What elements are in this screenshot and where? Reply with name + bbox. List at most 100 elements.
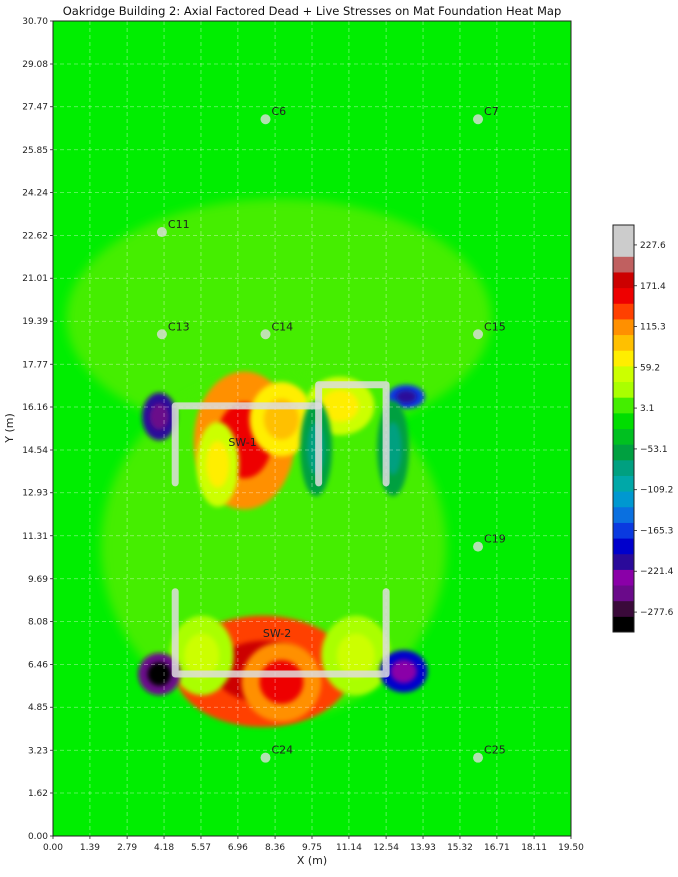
- chart-title: Oakridge Building 2: Axial Factored Dead…: [63, 4, 562, 18]
- column-label: C13: [168, 320, 190, 333]
- colorbar-swatch: [613, 600, 634, 617]
- y-tick-label: 4.85: [28, 703, 48, 713]
- shear-walls: SW-1 SW-2: [171, 381, 390, 678]
- x-tick-label: 0.00: [43, 843, 63, 853]
- column-label: C24: [272, 744, 294, 757]
- shear-wall-label: SW-1: [228, 436, 256, 449]
- x-tick-label: 1.39: [80, 843, 100, 853]
- column-marker: [473, 114, 484, 125]
- colorbar-swatch: [613, 397, 634, 414]
- colorbar-tick-label: −277.6: [640, 608, 674, 618]
- colorbar: 227.6 171.4 115.3 59.2 3.1 −53.1 −109.2 −165.3 −…: [612, 224, 674, 633]
- shear-wall-sw-1: [171, 402, 323, 487]
- x-axis-ticks: 0.00 1.39 2.79 4.18 5.57 6.96 8.36 9.75 11.14 12.…: [43, 836, 584, 853]
- y-tick-label: 0.00: [28, 832, 48, 842]
- x-axis-label: X (m): [297, 854, 327, 867]
- y-tick-label: 17.77: [22, 360, 48, 370]
- colorbar-tick-label: −109.2: [640, 486, 673, 496]
- colorbar-swatch: [613, 240, 634, 257]
- x-tick-label: 9.75: [302, 843, 322, 853]
- y-tick-label: 9.69: [28, 575, 48, 585]
- plot-area: SW-1 SW-2 C6 C7 C11 C13 C14 C15 C19 C24 C25: [52, 20, 572, 837]
- column-marker: [260, 329, 271, 340]
- y-tick-label: 14.54: [22, 446, 48, 456]
- colorbar-tick-label: 227.6: [640, 241, 666, 251]
- colorbar-swatch: [613, 350, 634, 367]
- column-marker: [156, 329, 167, 340]
- stress-region-core-10: [147, 662, 171, 686]
- colorbar-swatch: [613, 303, 634, 320]
- x-tick-label: 15.32: [447, 843, 473, 853]
- shear-wall-sw-2: [171, 588, 390, 678]
- colorbar-swatch: [613, 271, 634, 289]
- y-tick-label: 11.31: [22, 532, 48, 542]
- x-tick-label: 2.79: [117, 843, 137, 853]
- column-label: C11: [168, 218, 190, 231]
- x-tick-label: 19.50: [558, 843, 584, 853]
- y-axis-ticks: 0.00 1.62 3.23 4.85 6.46 8.08 9.69 11.31 12.93 14…: [22, 17, 53, 842]
- colorbar-frame: [612, 224, 635, 633]
- stress-region-core-9: [396, 390, 417, 404]
- x-tick-label: 11.14: [336, 843, 362, 853]
- y-axis-label: Y (m): [3, 413, 16, 444]
- column-marker: [156, 227, 167, 238]
- shear-wall-label: SW-2: [263, 627, 291, 640]
- colorbar-swatch: [613, 475, 634, 492]
- colorbar-swatch: [613, 412, 634, 429]
- colorbar-swatch: [613, 365, 634, 383]
- shear-wall-sw-1: [315, 381, 390, 487]
- colorbar-swatch: [613, 225, 634, 242]
- y-tick-label: 16.16: [22, 403, 48, 413]
- y-tick-label: 21.01: [22, 274, 48, 284]
- stress-region-core-11: [390, 659, 417, 684]
- y-tick-label: 19.39: [22, 317, 48, 327]
- x-tick-label: 16.71: [484, 843, 510, 853]
- colorbar-swatch: [613, 459, 634, 476]
- y-tick-label: 8.08: [28, 617, 48, 627]
- colorbar-tick-label: 171.4: [640, 282, 666, 292]
- y-tick-label: 12.93: [22, 489, 48, 499]
- colorbar-tick-label: −221.4: [640, 567, 674, 577]
- y-tick-label: 3.23: [28, 746, 48, 756]
- x-tick-label: 6.96: [228, 843, 248, 853]
- colorbar-swatch: [613, 616, 634, 633]
- y-tick-label: 24.24: [22, 188, 48, 198]
- column-marker: [473, 752, 484, 763]
- colorbar-tick-label: −53.1: [640, 445, 668, 455]
- colorbar-swatch: [613, 506, 634, 523]
- colorbar-tick-label: −165.3: [640, 526, 673, 536]
- x-tick-label: 8.36: [265, 843, 285, 853]
- stress-region-core-7: [184, 633, 220, 678]
- y-tick-label: 27.47: [22, 103, 48, 113]
- y-tick-label: 30.70: [22, 17, 48, 27]
- column-label: C6: [272, 105, 287, 118]
- column-label: C14: [272, 320, 294, 333]
- y-tick-label: 29.08: [22, 60, 48, 70]
- column-label: C15: [484, 320, 506, 333]
- x-tick-label: 18.11: [521, 843, 547, 853]
- colorbar-swatch: [613, 256, 634, 273]
- y-tick-label: 1.62: [28, 789, 48, 799]
- colorbar-swatch: [613, 585, 634, 602]
- colorbar-swatch: [613, 522, 634, 539]
- colorbar-swatch: [613, 318, 634, 336]
- x-tick-label: 4.18: [154, 843, 174, 853]
- colorbar-swatch: [613, 553, 634, 570]
- column-label: C25: [484, 744, 506, 757]
- x-tick-label: 13.93: [410, 843, 436, 853]
- colorbar-swatch: [613, 569, 634, 586]
- column-marker: [260, 114, 271, 125]
- y-tick-label: 25.85: [22, 146, 48, 156]
- colorbar-swatch: [613, 334, 634, 351]
- y-tick-label: 22.62: [22, 232, 48, 242]
- stress-region-core-3: [320, 389, 359, 422]
- stress-region-core-2: [206, 440, 230, 488]
- stress-region-core-6: [336, 633, 375, 678]
- colorbar-tick-label: 59.2: [640, 363, 660, 373]
- colorbar-swatch: [613, 538, 634, 555]
- column-marker: [260, 752, 271, 763]
- stress-region-15: [66, 198, 492, 438]
- stress-region-core-5: [259, 660, 304, 704]
- colorbar-tick-label: 3.1: [640, 404, 654, 414]
